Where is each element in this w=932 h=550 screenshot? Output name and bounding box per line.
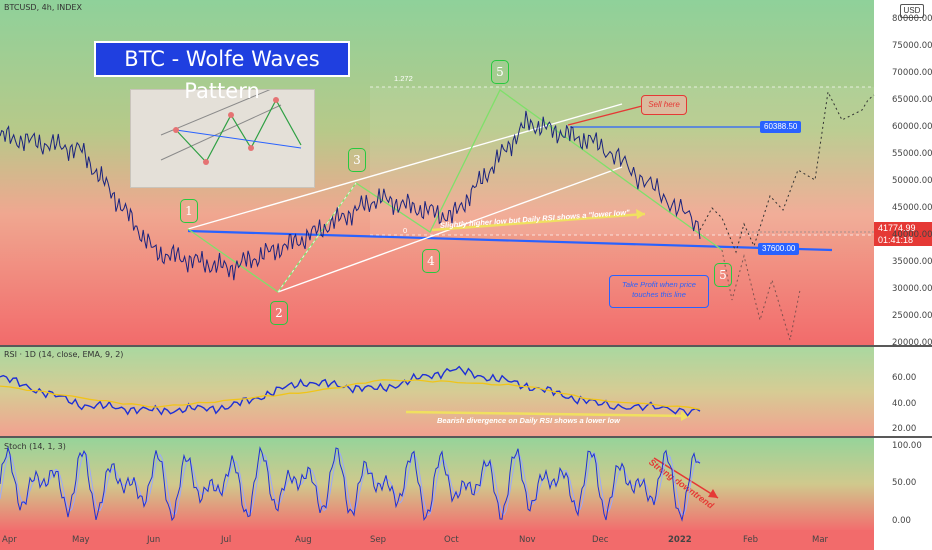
- higher-low-arrowhead: [636, 209, 645, 219]
- wave-point-4: 4: [422, 249, 440, 273]
- fib-1272-label: 1.272: [394, 74, 413, 83]
- price-tick-label: 55000.00: [892, 149, 932, 159]
- currency-button[interactable]: USD: [900, 4, 924, 18]
- rsi-series-line: [0, 365, 701, 417]
- stoch-indicator-label[interactable]: Stoch (14, 1, 3): [4, 442, 66, 451]
- price-tick-label: 60000.00: [892, 122, 932, 132]
- stoch-tick-label: 0.00: [892, 515, 911, 526]
- stoch-k-line: [0, 446, 701, 522]
- current-price-tag: 41774.99: [874, 222, 932, 234]
- price-tick-label: 45000.00: [892, 203, 932, 213]
- wave-2-3-dashed: [277, 182, 357, 293]
- wave-point-5: 5: [491, 60, 509, 84]
- take-profit-callout: Take Profit when price touches this line: [609, 275, 709, 308]
- rsi-tick-label: 20.00: [892, 423, 917, 434]
- wave-point-5-target: 5: [714, 263, 732, 287]
- rsi-ma-line: [0, 379, 701, 411]
- time-tick-label: 2022: [668, 535, 692, 545]
- time-tick-label: Feb: [743, 535, 759, 545]
- price-tick-label: 80000.00: [892, 14, 932, 24]
- sell-arrow: [567, 105, 643, 126]
- stoch-tick-label: 100.00: [892, 440, 922, 451]
- wave-point-1: 1: [180, 199, 198, 223]
- time-tick-label: Aug: [295, 535, 312, 545]
- wolfe-upper-trendline[interactable]: [187, 103, 623, 230]
- wave-point-3: 3: [348, 148, 366, 172]
- time-tick-label: Jul: [221, 535, 232, 545]
- time-tick-label: Sep: [370, 535, 387, 545]
- symbol-label[interactable]: BTCUSD, 4h, INDEX: [4, 3, 82, 12]
- time-tick-label: Mar: [812, 535, 829, 545]
- take-profit-level-tag: 37600.00: [758, 243, 800, 255]
- rsi-tick-label: 60.00: [892, 373, 917, 384]
- rsi-tick-label: 40.00: [892, 398, 917, 409]
- price-tick-label: 75000.00: [892, 41, 932, 51]
- price-tick-label: 25000.00: [892, 311, 932, 321]
- rsi-divergence-arrowhead: [681, 411, 690, 421]
- sell-here-callout: Sell here: [641, 95, 687, 115]
- price-series-line: [0, 110, 701, 281]
- price-tick-label: 70000.00: [892, 68, 932, 78]
- chart-title: BTC - Wolfe Waves Pattern: [94, 41, 350, 103]
- stoch-d-line: [0, 452, 701, 516]
- wave-point-2: 2: [270, 301, 288, 325]
- price-tick-label: 50000.00: [892, 176, 932, 186]
- rsi-indicator-label[interactable]: RSI · 1D (14, close, EMA, 9, 2): [4, 350, 124, 359]
- higher-low-arrow: [431, 212, 646, 232]
- time-tick-label: Dec: [592, 535, 609, 545]
- time-tick-label: May: [72, 535, 90, 545]
- stoch-tick-label: 50.00: [892, 478, 917, 488]
- price-tick-label: 65000.00: [892, 95, 932, 105]
- wolfe-reference-diagram: [160, 90, 302, 165]
- time-tick-label: Nov: [519, 535, 536, 545]
- rsi-divergence-arrow: [405, 410, 691, 418]
- projection-path-down: [721, 249, 801, 341]
- sell-level-tag: 60388.50: [760, 121, 802, 133]
- bar-countdown-tag: 01:41:18: [874, 234, 932, 246]
- time-tick-label: Oct: [444, 535, 459, 545]
- price-tick-label: 30000.00: [892, 284, 932, 294]
- time-tick-label: Apr: [2, 535, 17, 545]
- wolfe-wave-reference-thumbnail: [130, 89, 315, 188]
- price-tick-label: 35000.00: [892, 257, 932, 267]
- price-tick-label: 20000.00: [892, 338, 932, 348]
- price-tick-label: 40000.00: [892, 230, 932, 240]
- fib-0-label: 0: [403, 226, 408, 235]
- projection-path-up: [699, 90, 875, 254]
- time-tick-label: Jun: [147, 535, 161, 545]
- bearish-divergence-annotation: Bearish divergence on Daily RSI shows a …: [437, 416, 620, 425]
- downtrend-arrowhead: [708, 489, 718, 498]
